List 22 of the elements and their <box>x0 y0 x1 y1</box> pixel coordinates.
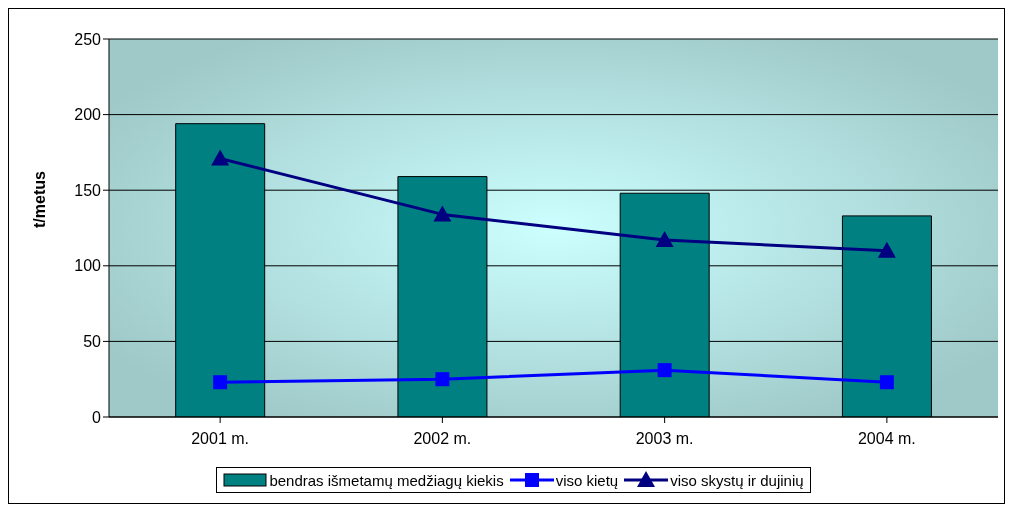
point <box>211 149 230 166</box>
point <box>657 363 672 378</box>
point <box>655 231 674 248</box>
legend-label: viso kietų <box>555 471 619 489</box>
x-tick-label: 2001 m. <box>191 430 250 448</box>
y-tick-label: 200 <box>74 106 102 124</box>
point <box>433 205 452 222</box>
point <box>877 241 896 258</box>
y-tick-label: 250 <box>74 30 102 48</box>
point <box>435 372 450 387</box>
x-tick-label: 2004 m. <box>857 430 916 448</box>
point <box>879 375 894 390</box>
x-tick-label: 2002 m. <box>413 430 472 448</box>
x-tick-label: 2003 m. <box>635 430 694 448</box>
y-tick-label: 50 <box>83 333 102 351</box>
point <box>213 375 228 390</box>
y-tick-label: 150 <box>74 181 102 199</box>
y-tick-label: 0 <box>92 408 102 426</box>
y-axis-title: t/metus <box>30 171 48 228</box>
y-tick-label: 100 <box>74 257 102 275</box>
legend-label: viso skystų ir dujinių <box>670 471 804 489</box>
legend-label: bendras išmetamų medžiagų kiekis <box>269 471 504 489</box>
